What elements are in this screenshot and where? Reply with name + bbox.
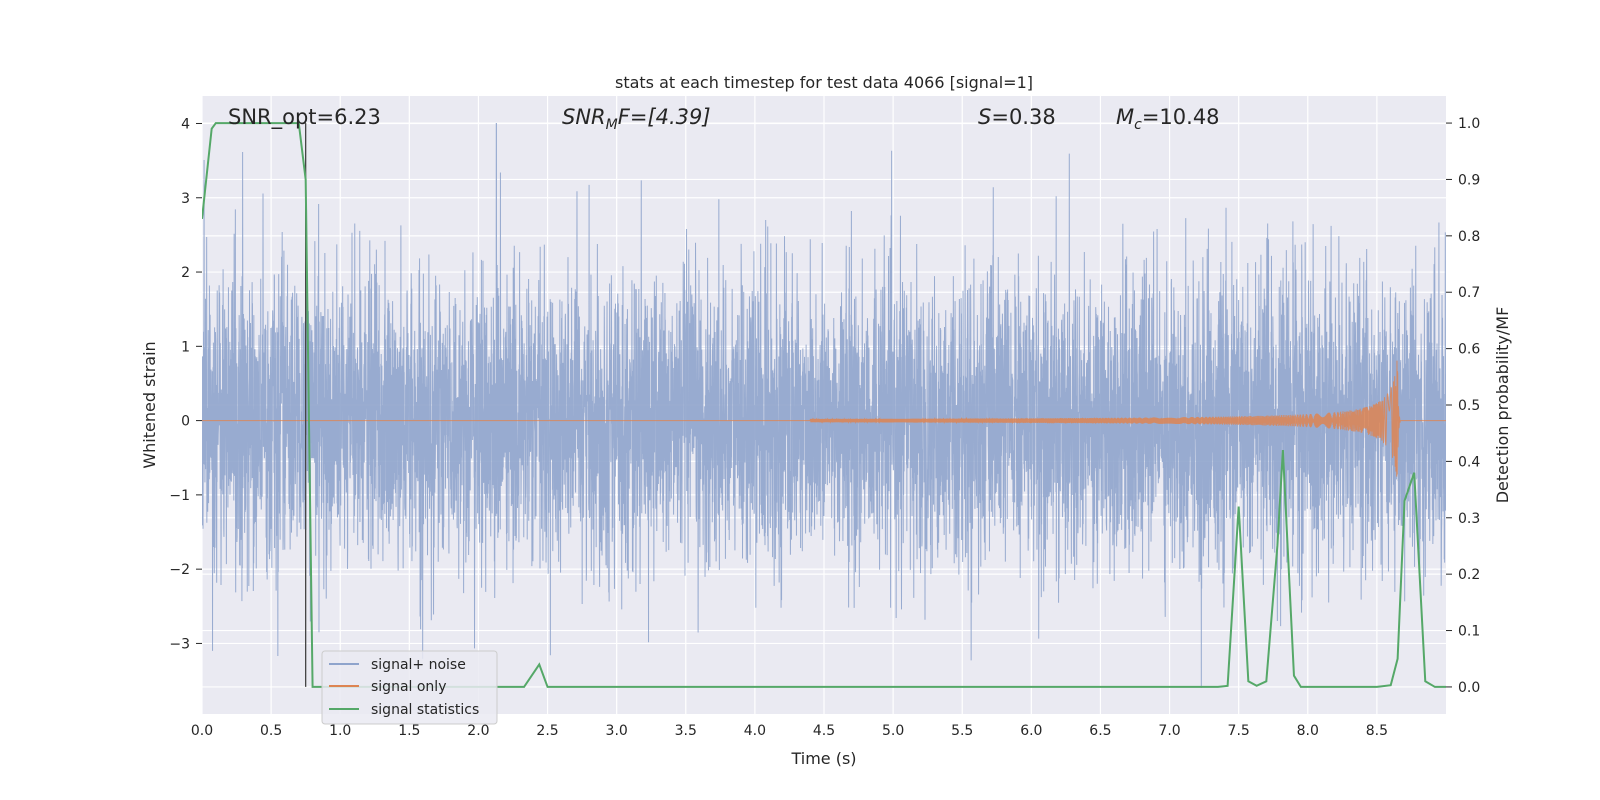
y2-tick-label: 0.5	[1458, 398, 1480, 414]
legend-label-signal-statistics: signal statistics	[371, 702, 479, 718]
y2-axis-label: Detection probability/MF	[1493, 307, 1512, 504]
y-tick-label: 4	[181, 116, 190, 132]
y2-tick-label: 0.3	[1458, 511, 1480, 527]
x-tick-label: 6.5	[1089, 723, 1111, 739]
series-signal-only-line	[202, 360, 1446, 477]
y-tick-label: −2	[169, 562, 190, 578]
y2-tick-label: 0.2	[1458, 567, 1480, 583]
legend-box	[321, 650, 498, 725]
x-tick-label: 8.5	[1366, 723, 1388, 739]
y-tick-label: 0	[181, 414, 190, 430]
x-tick-label: 3.0	[606, 723, 628, 739]
x-axis-label: Time (s)	[790, 749, 856, 768]
legend: signal+ noise signal only signal statist…	[321, 650, 498, 725]
x-tick-label: 5.5	[951, 723, 973, 739]
x-tick-label: 2.0	[467, 723, 489, 739]
y-axis-label: Whitened strain	[140, 341, 159, 468]
y-tick-label: 3	[181, 191, 190, 207]
x-tick-label: 8.0	[1297, 723, 1319, 739]
series-signal-statistics-line	[202, 122, 1446, 688]
legend-label-signal-only: signal only	[371, 679, 446, 695]
x-tick-label: 1.5	[398, 723, 420, 739]
y-tick-label: 1	[181, 339, 190, 355]
y2-tick-label: 0.7	[1458, 285, 1480, 301]
y-tick-label: 2	[181, 265, 190, 281]
annotation-snr-opt: SNR_opt=6.23	[228, 105, 381, 130]
y-tick-label: −3	[169, 636, 190, 652]
axis-ticks: 0.0 0.5 1.0 1.5 2.0 2.5 3.0 3.5 4.0 4.5 5.0 5.5 6.0 6…	[169, 116, 1480, 739]
x-tick-label: 4.0	[744, 723, 766, 739]
y2-tick-label: 0.9	[1458, 172, 1480, 188]
chart-title: stats at each timestep for test data 406…	[615, 73, 1033, 92]
y2-tick-label: 0.6	[1458, 342, 1480, 358]
annotation-s: S=0.38	[978, 105, 1056, 129]
series-signal-plus-noise-line	[202, 122, 1446, 689]
x-tick-label: 2.5	[536, 723, 558, 739]
y2-tick-label: 0.0	[1458, 680, 1480, 696]
x-tick-label: 5.0	[882, 723, 904, 739]
y2-tick-label: 0.1	[1458, 624, 1480, 640]
x-tick-label: 6.0	[1020, 723, 1042, 739]
x-tick-label: 7.0	[1158, 723, 1180, 739]
y2-tick-label: 0.4	[1458, 454, 1480, 470]
annotation-mc: Mc=10.48	[1116, 105, 1220, 133]
x-tick-label: 4.5	[813, 723, 835, 739]
x-tick-label: 0.0	[191, 723, 213, 739]
y2-tick-label: 1.0	[1458, 116, 1480, 132]
x-tick-label: 7.5	[1228, 723, 1250, 739]
y-tick-label: −1	[169, 488, 190, 504]
legend-label-signal-noise: signal+ noise	[371, 657, 466, 673]
x-tick-label: 0.5	[260, 723, 282, 739]
y2-tick-label: 0.8	[1458, 229, 1480, 245]
annotation-snr-mf: SNRMF=[4.39]	[562, 105, 711, 133]
x-tick-label: 3.5	[675, 723, 697, 739]
x-tick-label: 1.0	[329, 723, 351, 739]
